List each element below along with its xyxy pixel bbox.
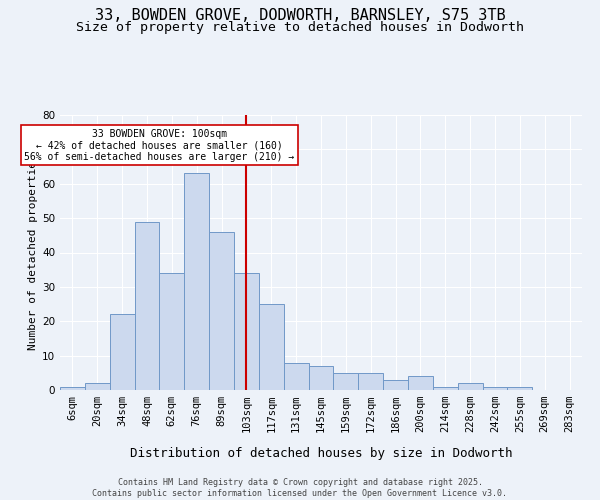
Bar: [160, 273, 184, 390]
Bar: [334, 373, 358, 390]
Bar: [433, 386, 458, 390]
Bar: [308, 366, 334, 390]
Text: Contains HM Land Registry data © Crown copyright and database right 2025.
Contai: Contains HM Land Registry data © Crown c…: [92, 478, 508, 498]
Bar: [482, 386, 508, 390]
Bar: [259, 304, 284, 390]
Bar: [458, 383, 482, 390]
Bar: [508, 386, 532, 390]
Bar: [234, 273, 259, 390]
Bar: [284, 362, 308, 390]
Bar: [85, 383, 110, 390]
Text: 33, BOWDEN GROVE, DODWORTH, BARNSLEY, S75 3TB: 33, BOWDEN GROVE, DODWORTH, BARNSLEY, S7…: [95, 8, 505, 22]
Y-axis label: Number of detached properties: Number of detached properties: [28, 154, 38, 350]
Text: Size of property relative to detached houses in Dodworth: Size of property relative to detached ho…: [76, 21, 524, 34]
Bar: [358, 373, 383, 390]
Text: Distribution of detached houses by size in Dodworth: Distribution of detached houses by size …: [130, 448, 512, 460]
Bar: [383, 380, 408, 390]
Bar: [209, 232, 234, 390]
Bar: [110, 314, 134, 390]
Bar: [134, 222, 160, 390]
Bar: [408, 376, 433, 390]
Text: 33 BOWDEN GROVE: 100sqm
← 42% of detached houses are smaller (160)
56% of semi-d: 33 BOWDEN GROVE: 100sqm ← 42% of detache…: [25, 128, 295, 162]
Bar: [184, 174, 209, 390]
Bar: [60, 386, 85, 390]
